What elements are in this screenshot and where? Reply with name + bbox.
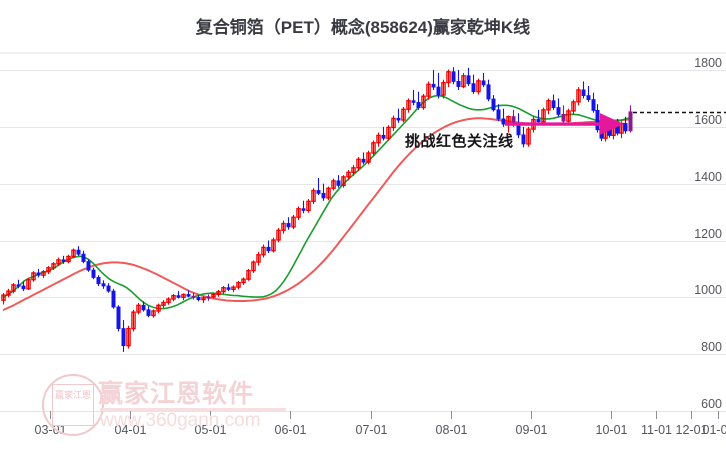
y-axis-tick-label: 1800 bbox=[694, 55, 722, 70]
y-axis-tick-label: 1200 bbox=[694, 226, 722, 241]
x-axis-tick-label: 09-01 bbox=[515, 423, 548, 437]
y-axis-tick-label: 600 bbox=[701, 396, 722, 411]
annotation-label: 挑战红色关注线 bbox=[405, 133, 514, 150]
x-axis-tick-label: 12-01 bbox=[675, 423, 708, 437]
y-axis-tick-label: 1000 bbox=[694, 282, 722, 297]
y-axis-tick-label: 1600 bbox=[694, 112, 722, 127]
page-title: 复合铜箔（PET）概念(858624)赢家乾坤K线 bbox=[195, 18, 531, 37]
x-axis-tick-label: 08-01 bbox=[435, 423, 468, 437]
x-axis-tick-label: 11-01 bbox=[640, 423, 673, 437]
x-axis-tick-label: 07-01 bbox=[355, 423, 388, 437]
y-axis-tick-label: 1400 bbox=[694, 169, 722, 184]
x-axis-tick-label: 10-01 bbox=[595, 423, 628, 437]
x-axis-tick-label: 05-01 bbox=[194, 423, 227, 437]
x-axis-ticks bbox=[50, 411, 719, 419]
grid-lines bbox=[0, 52, 726, 412]
x-axis-tick-label: 03-01 bbox=[34, 423, 67, 437]
moving-average-short-line bbox=[2, 94, 631, 310]
x-axis-tick-label: 04-01 bbox=[114, 423, 147, 437]
x-axis-tick-label: 01-01 bbox=[702, 423, 726, 437]
candlestick-series bbox=[1, 67, 633, 352]
y-axis-tick-label: 800 bbox=[701, 339, 722, 354]
x-axis-tick-label: 06-01 bbox=[274, 423, 307, 437]
